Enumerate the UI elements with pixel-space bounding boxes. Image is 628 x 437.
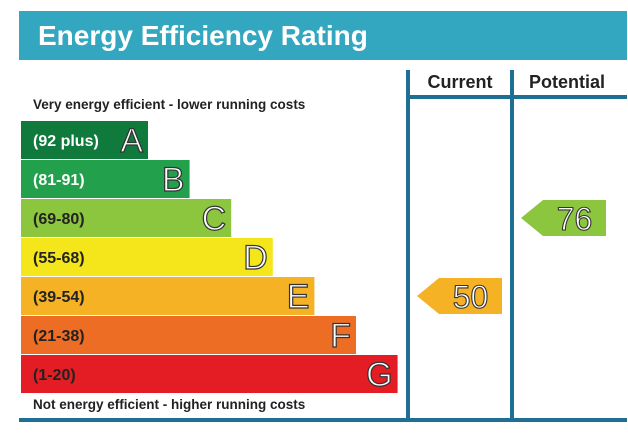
band-letter: B <box>162 161 185 199</box>
rating-columns-frame <box>19 70 627 422</box>
top-efficiency-note: Very energy efficient - lower running co… <box>33 97 305 112</box>
chart-title: Energy Efficiency Rating <box>38 20 368 51</box>
rating-bands: (92 plus) A(81-91) B(69-80) C(55-68) D(39-54… <box>21 121 398 395</box>
band-b: (81-91) B <box>21 160 190 200</box>
title-bar <box>19 11 627 60</box>
band-range-label: (1-20) <box>33 367 76 384</box>
band-range-label: (92 plus) <box>33 133 99 150</box>
band-bar-g <box>21 355 398 393</box>
potential-rating-arrow <box>521 200 606 236</box>
band-letter: F <box>330 317 351 355</box>
band-range-label: (69-80) <box>33 211 85 228</box>
band-range-label: (81-91) <box>33 172 85 189</box>
band-letter: C <box>202 200 227 238</box>
band-range-label: (21-38) <box>33 328 85 345</box>
band-letter: G <box>366 356 392 394</box>
band-letter: A <box>120 122 143 160</box>
potential-column-header: Potential <box>529 72 605 92</box>
band-bar-f <box>21 316 356 354</box>
band-f: (21-38) F <box>21 316 356 356</box>
band-e: (39-54) E <box>21 277 315 317</box>
band-letter: D <box>243 239 268 277</box>
bottom-efficiency-note: Not energy efficient - higher running co… <box>33 397 305 412</box>
current-column-header: Current <box>427 72 492 92</box>
band-c: (69-80) C <box>21 199 232 239</box>
band-bar-e <box>21 277 315 315</box>
potential-rating: 76 <box>521 200 606 238</box>
band-g: (1-20) G <box>21 355 398 395</box>
band-d: (55-68) D <box>21 238 273 278</box>
band-letter: E <box>287 278 310 316</box>
band-bar-c <box>21 199 232 237</box>
current-rating-arrow <box>417 278 502 314</box>
band-bar-b <box>21 160 190 198</box>
band-range-label: (55-68) <box>33 250 85 267</box>
band-bar-d <box>21 238 273 276</box>
band-range-label: (39-54) <box>33 289 85 306</box>
current-rating-value: 50 <box>453 279 489 315</box>
band-bar-a <box>21 121 148 159</box>
rating-indicators: 50 76 <box>417 200 606 316</box>
current-rating: 50 <box>417 278 502 316</box>
band-a: (92 plus) A <box>21 121 148 161</box>
potential-rating-value: 76 <box>557 201 593 237</box>
